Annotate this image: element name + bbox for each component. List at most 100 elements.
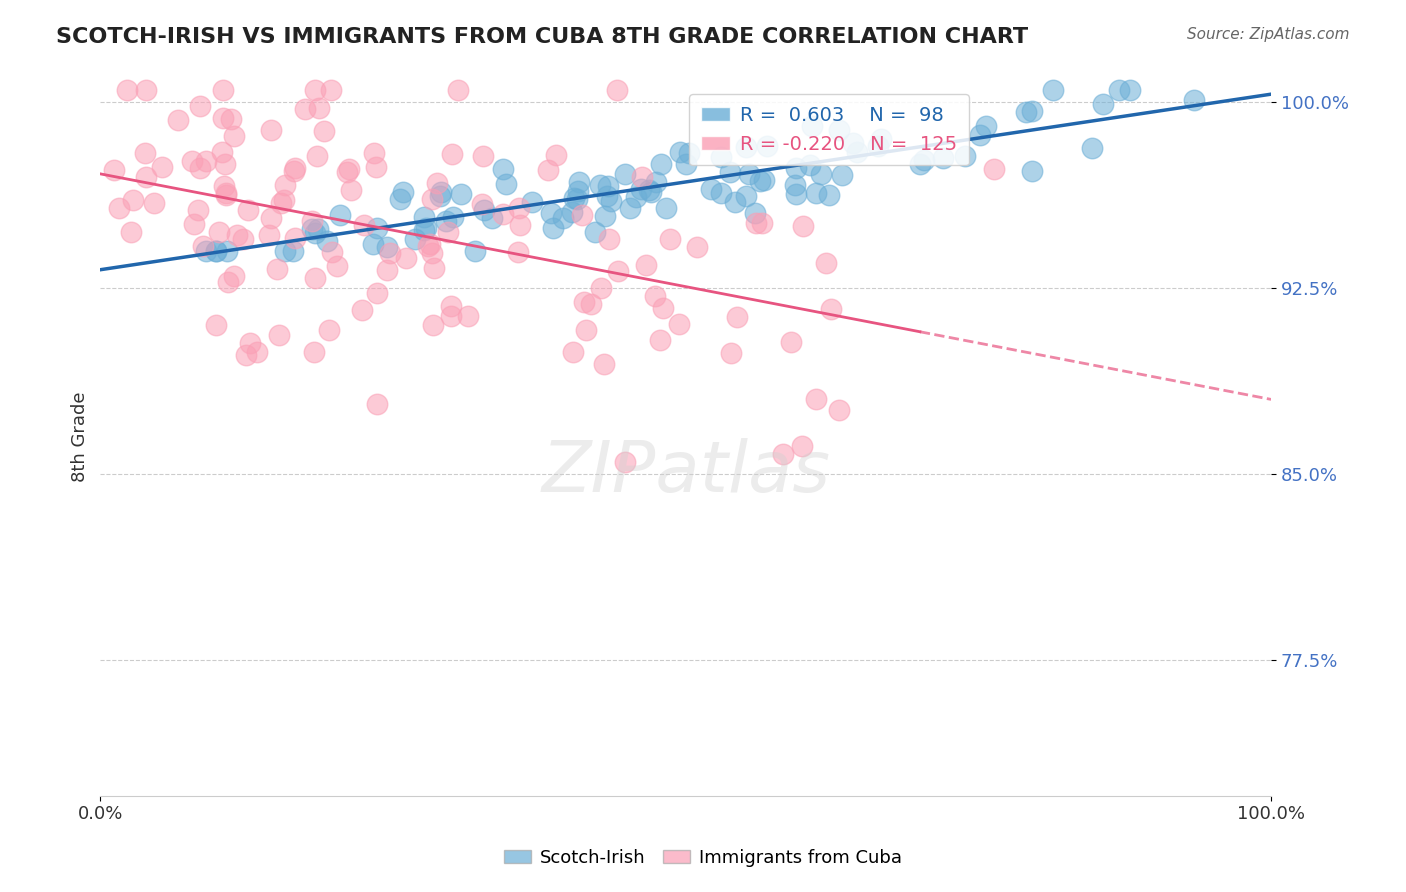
Point: [217, 275, 239, 289]
Point: [375, 240, 398, 254]
Point: [495, 177, 517, 191]
Point: [589, 281, 612, 295]
Point: [336, 165, 359, 179]
Point: [619, 201, 641, 215]
Point: [508, 202, 530, 216]
Point: [571, 208, 593, 222]
Point: [638, 183, 661, 197]
Point: [724, 194, 747, 209]
Point: [540, 206, 562, 220]
Point: [214, 179, 236, 194]
Point: [440, 299, 463, 313]
Point: [772, 447, 794, 461]
Point: [595, 210, 617, 224]
Point: [212, 111, 235, 125]
Y-axis label: 8th Grade: 8th Grade: [72, 392, 89, 482]
Point: [429, 188, 451, 202]
Point: [700, 181, 723, 195]
Point: [294, 103, 316, 117]
Point: [352, 303, 374, 318]
Point: [658, 232, 681, 246]
Point: [441, 147, 464, 161]
Point: [472, 202, 495, 217]
Point: [392, 186, 415, 200]
Point: [471, 197, 494, 211]
Point: [783, 178, 806, 193]
Point: [457, 309, 479, 323]
Point: [366, 160, 388, 174]
Point: [274, 178, 297, 193]
Point: [780, 334, 803, 349]
Point: [214, 186, 236, 200]
Point: [318, 323, 340, 337]
Point: [134, 146, 156, 161]
Point: [422, 318, 444, 332]
Point: [167, 112, 190, 127]
Point: [1042, 83, 1064, 97]
Point: [440, 309, 463, 323]
Point: [191, 239, 214, 253]
Point: [644, 289, 666, 303]
Point: [567, 184, 589, 198]
Point: [420, 192, 443, 206]
Point: [204, 244, 226, 258]
Point: [366, 397, 388, 411]
Point: [195, 244, 218, 258]
Point: [404, 232, 426, 246]
Point: [751, 216, 773, 230]
Point: [120, 225, 142, 239]
Point: [208, 225, 231, 239]
Point: [135, 169, 157, 184]
Point: [304, 226, 326, 240]
Text: ZIPatlas: ZIPatlas: [541, 438, 830, 507]
Point: [188, 161, 211, 176]
Point: [831, 169, 853, 183]
Point: [841, 136, 863, 150]
Point: [686, 240, 709, 254]
Point: [815, 255, 838, 269]
Point: [423, 261, 446, 276]
Text: SCOTCH-IRISH VS IMMIGRANTS FROM CUBA 8TH GRADE CORRELATION CHART: SCOTCH-IRISH VS IMMIGRANTS FROM CUBA 8TH…: [56, 27, 1028, 46]
Point: [593, 358, 616, 372]
Point: [316, 234, 339, 248]
Point: [551, 211, 574, 226]
Point: [749, 174, 772, 188]
Point: [738, 167, 761, 181]
Point: [305, 149, 328, 163]
Point: [266, 261, 288, 276]
Point: [652, 301, 675, 316]
Point: [302, 344, 325, 359]
Point: [640, 185, 662, 199]
Point: [613, 455, 636, 469]
Point: [304, 83, 326, 97]
Point: [326, 259, 349, 273]
Point: [565, 192, 588, 206]
Point: [668, 317, 690, 331]
Point: [361, 236, 384, 251]
Point: [572, 295, 595, 310]
Point: [1182, 94, 1205, 108]
Point: [143, 196, 166, 211]
Point: [222, 268, 245, 283]
Point: [589, 178, 612, 192]
Point: [718, 165, 741, 179]
Point: [413, 211, 436, 225]
Point: [804, 392, 827, 406]
Point: [983, 161, 1005, 176]
Point: [308, 101, 330, 115]
Point: [870, 132, 893, 146]
Point: [260, 211, 283, 225]
Point: [413, 222, 436, 236]
Point: [150, 160, 173, 174]
Point: [820, 302, 842, 317]
Point: [828, 403, 851, 417]
Point: [211, 145, 233, 160]
Point: [284, 161, 307, 176]
Point: [520, 194, 543, 209]
Point: [561, 205, 583, 219]
Point: [430, 185, 453, 199]
Point: [267, 328, 290, 343]
Point: [329, 208, 352, 222]
Point: [509, 218, 531, 232]
Point: [273, 244, 295, 258]
